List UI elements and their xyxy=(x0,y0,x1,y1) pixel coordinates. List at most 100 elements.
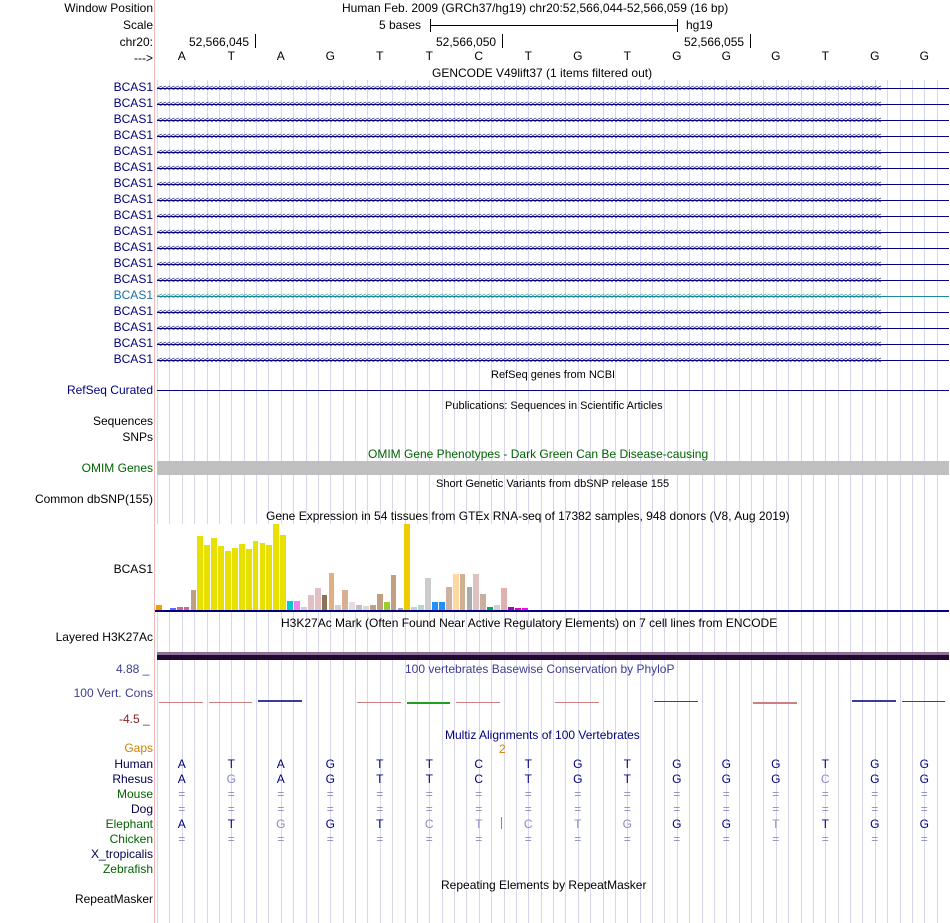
gtex-tissue-bar[interactable] xyxy=(480,594,487,610)
gencode-transcript-line[interactable] xyxy=(157,152,949,153)
refseq-label[interactable]: RefSeq Curated xyxy=(66,383,153,397)
gtex-tissue-bar[interactable] xyxy=(445,587,452,610)
gtex-tissue-bar[interactable] xyxy=(466,587,473,610)
gencode-gene-label[interactable]: BCAS1 xyxy=(113,320,153,334)
gtex-tissue-bar[interactable] xyxy=(390,575,397,610)
gencode-gene-label[interactable]: BCAS1 xyxy=(113,144,153,158)
gtex-tissue-bar[interactable] xyxy=(300,607,307,610)
gencode-gene-label[interactable]: BCAS1 xyxy=(113,336,153,350)
gtex-tissue-bar[interactable] xyxy=(252,541,259,610)
gtex-tissue-bar[interactable] xyxy=(176,607,183,610)
species-label[interactable]: Zebrafish xyxy=(102,862,153,876)
gtex-tissue-bar[interactable] xyxy=(369,605,376,610)
gtex-tissue-bar[interactable] xyxy=(259,543,266,610)
gtex-tissue-bar[interactable] xyxy=(404,524,411,610)
h3k27ac-label[interactable]: Layered H3K27Ac xyxy=(55,630,153,644)
gencode-transcript-line[interactable] xyxy=(157,184,949,185)
gencode-gene-label[interactable]: BCAS1 xyxy=(113,160,153,174)
gencode-transcript-line[interactable] xyxy=(157,136,949,137)
gtex-tissue-bar[interactable] xyxy=(238,544,245,610)
species-label[interactable]: Mouse xyxy=(116,787,153,801)
gtex-tissue-bar[interactable] xyxy=(287,601,293,610)
h3k27ac-signal-light[interactable] xyxy=(157,652,949,655)
gencode-transcript-line[interactable] xyxy=(157,360,949,361)
gencode-transcript-line[interactable] xyxy=(157,280,949,281)
gencode-gene-label[interactable]: BCAS1 xyxy=(113,352,153,366)
conservation-score-mark[interactable] xyxy=(654,700,698,702)
gtex-tissue-bar[interactable] xyxy=(211,538,218,610)
gencode-gene-label[interactable]: BCAS1 xyxy=(113,272,153,286)
species-label[interactable]: Human xyxy=(114,757,153,771)
gtex-tissue-bar[interactable] xyxy=(266,545,273,610)
gtex-tissue-bar[interactable] xyxy=(411,607,418,610)
gtex-tissue-bar[interactable] xyxy=(438,602,445,610)
gtex-tissue-bar[interactable] xyxy=(225,551,231,610)
gencode-transcript-line[interactable] xyxy=(157,88,949,89)
gtex-tissue-bar[interactable] xyxy=(321,595,328,610)
gtex-tissue-bar[interactable] xyxy=(183,607,190,610)
species-label[interactable]: Elephant xyxy=(105,817,153,831)
conservation-score-mark[interactable] xyxy=(406,702,450,705)
gencode-gene-label[interactable]: BCAS1 xyxy=(113,112,153,126)
refseq-gene-line[interactable] xyxy=(157,390,949,391)
snps-label[interactable]: SNPs xyxy=(122,430,153,444)
gencode-gene-label[interactable]: BCAS1 xyxy=(113,128,153,142)
gencode-transcript-line[interactable] xyxy=(157,296,949,297)
gencode-transcript-line[interactable] xyxy=(157,200,949,201)
conservation-score-mark[interactable] xyxy=(753,702,797,704)
gtex-tissue-bar[interactable] xyxy=(507,607,514,610)
gencode-gene-label[interactable]: BCAS1 xyxy=(113,224,153,238)
gtex-tissue-bar[interactable] xyxy=(169,608,176,610)
gtex-tissue-bar[interactable] xyxy=(273,524,280,610)
repeatmasker-label[interactable]: RepeatMasker xyxy=(74,892,153,906)
dbsnp-label[interactable]: Common dbSNP(155) xyxy=(34,492,153,506)
gencode-gene-label[interactable]: BCAS1 xyxy=(113,256,153,270)
gtex-tissue-bar[interactable] xyxy=(204,545,211,610)
gencode-transcript-line[interactable] xyxy=(157,312,949,313)
gtex-tissue-bar[interactable] xyxy=(514,608,521,610)
omim-gene-bar[interactable] xyxy=(157,461,949,475)
gencode-transcript-line[interactable] xyxy=(157,120,949,121)
h3k27ac-signal-dark[interactable] xyxy=(157,655,949,660)
conservation-score-mark[interactable] xyxy=(852,700,896,702)
species-label[interactable]: Dog xyxy=(130,802,153,816)
gtex-tissue-bar[interactable] xyxy=(231,548,238,610)
gencode-transcript-line[interactable] xyxy=(157,248,949,249)
gtex-tissue-bar[interactable] xyxy=(190,590,197,610)
gtex-tissue-bar[interactable] xyxy=(349,602,356,610)
gencode-transcript-line[interactable] xyxy=(157,232,949,233)
gtex-tissue-bar[interactable] xyxy=(342,590,349,610)
gtex-tissue-bar[interactable] xyxy=(245,549,252,610)
gtex-tissue-bar[interactable] xyxy=(197,536,204,610)
omim-label[interactable]: OMIM Genes xyxy=(81,461,153,475)
species-label[interactable]: Rhesus xyxy=(112,772,153,786)
gtex-tissue-bar[interactable] xyxy=(521,608,528,610)
gtex-tissue-bar[interactable] xyxy=(363,606,369,610)
conservation-score-mark[interactable] xyxy=(208,702,252,703)
gencode-gene-label[interactable]: BCAS1 xyxy=(113,288,153,302)
gtex-tissue-bar[interactable] xyxy=(501,588,507,610)
gtex-tissue-bar[interactable] xyxy=(218,546,224,610)
species-label[interactable]: X_tropicalis xyxy=(90,847,153,861)
gtex-tissue-bar[interactable] xyxy=(162,607,169,610)
conservation-score-mark[interactable] xyxy=(555,702,599,703)
conservation-score-mark[interactable] xyxy=(456,702,500,703)
conservation-score-mark[interactable] xyxy=(357,702,401,703)
gtex-tissue-bar[interactable] xyxy=(314,588,321,610)
gtex-tissue-bar[interactable] xyxy=(432,602,438,610)
gencode-transcript-line[interactable] xyxy=(157,264,949,265)
gencode-transcript-line[interactable] xyxy=(157,216,949,217)
conservation-score-mark[interactable] xyxy=(159,702,203,703)
gencode-gene-label[interactable]: BCAS1 xyxy=(113,240,153,254)
gtex-tissue-bar[interactable] xyxy=(459,574,466,610)
gencode-transcript-line[interactable] xyxy=(157,328,949,329)
gtex-tissue-bar[interactable] xyxy=(328,573,335,610)
gtex-tissue-bar[interactable] xyxy=(494,605,500,610)
conservation-score-mark[interactable] xyxy=(901,700,945,702)
gencode-gene-label[interactable]: BCAS1 xyxy=(113,80,153,94)
gtex-tissue-bar[interactable] xyxy=(397,608,404,610)
gtex-tissue-bar[interactable] xyxy=(356,605,362,610)
gencode-gene-label[interactable]: BCAS1 xyxy=(113,208,153,222)
gtex-tissue-bar[interactable] xyxy=(473,574,480,610)
gtex-tissue-bar[interactable] xyxy=(487,607,494,610)
